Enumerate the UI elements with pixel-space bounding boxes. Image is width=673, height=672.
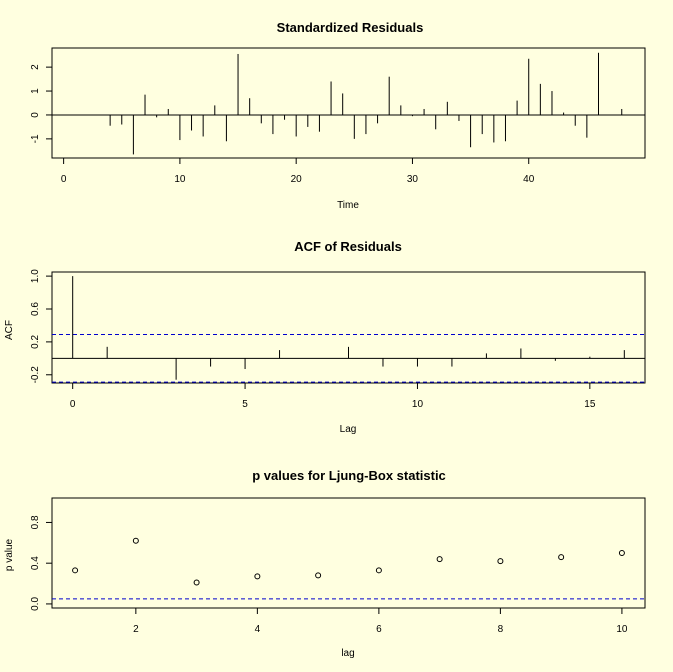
- ljung-box-panel: p values for Ljung-Box statistic lag p v…: [4, 468, 646, 659]
- acf-panel: ACF of Residuals Lag ACF 0 5 10 15 -0.2 0.2 0.…: [4, 239, 646, 435]
- x-tick-label: 10: [412, 399, 424, 410]
- x-tick-label: 5: [242, 399, 248, 410]
- y-tick-label: 0.0: [30, 597, 41, 611]
- y-tick-label: 0: [30, 112, 41, 118]
- y-tick-label: 1.0: [30, 269, 41, 283]
- x-tick-label: 8: [498, 624, 504, 635]
- x-axis-label: Time: [337, 200, 359, 211]
- data-point: [254, 573, 261, 580]
- y-axis-label: p value: [4, 538, 15, 571]
- x-tick-label: 15: [584, 399, 596, 410]
- panel-title: ACF of Residuals: [294, 239, 402, 254]
- data-point: [315, 572, 322, 579]
- x-tick-label: 40: [523, 174, 535, 185]
- y-tick-label: 1: [30, 88, 41, 94]
- y-tick-label: 0.6: [30, 302, 41, 316]
- y-tick-label: -1: [30, 134, 41, 143]
- plot-frame: [51, 497, 646, 609]
- x-tick-label: 20: [291, 174, 303, 185]
- y-tick-label: 0.4: [30, 556, 41, 570]
- y-tick-label: 2: [30, 64, 41, 70]
- plot-frame: [51, 271, 646, 384]
- panel-title: p values for Ljung-Box statistic: [252, 468, 446, 483]
- data-point: [618, 550, 625, 556]
- x-tick-label: 10: [174, 174, 186, 185]
- x-axis-label: Lag: [340, 424, 357, 435]
- x-tick-label: 6: [376, 624, 382, 635]
- data-point: [558, 554, 565, 561]
- x-tick-label: 4: [255, 624, 261, 635]
- plot-frame: [51, 47, 646, 159]
- standardized-residuals-panel: Standardized Residuals Time 0 10 20 30 40 -1 0…: [30, 20, 646, 211]
- x-tick-label: 0: [70, 399, 76, 410]
- data-point: [497, 558, 504, 565]
- y-axis-label: ACF: [4, 320, 15, 340]
- y-tick-label: 0.2: [30, 335, 41, 349]
- data-point: [193, 579, 200, 586]
- y-tick-label: 0.8: [30, 515, 41, 529]
- data-point: [132, 537, 139, 544]
- x-tick-label: 2: [133, 624, 139, 635]
- data-point: [72, 567, 79, 574]
- data-point: [375, 567, 382, 574]
- y-tick-label: -0.2: [30, 366, 41, 384]
- panel-title: Standardized Residuals: [277, 20, 424, 35]
- x-tick-label: 10: [616, 624, 628, 635]
- x-axis-label: lag: [341, 648, 354, 659]
- data-point: [436, 556, 443, 563]
- x-tick-label: 0: [61, 174, 67, 185]
- x-tick-label: 30: [407, 174, 419, 185]
